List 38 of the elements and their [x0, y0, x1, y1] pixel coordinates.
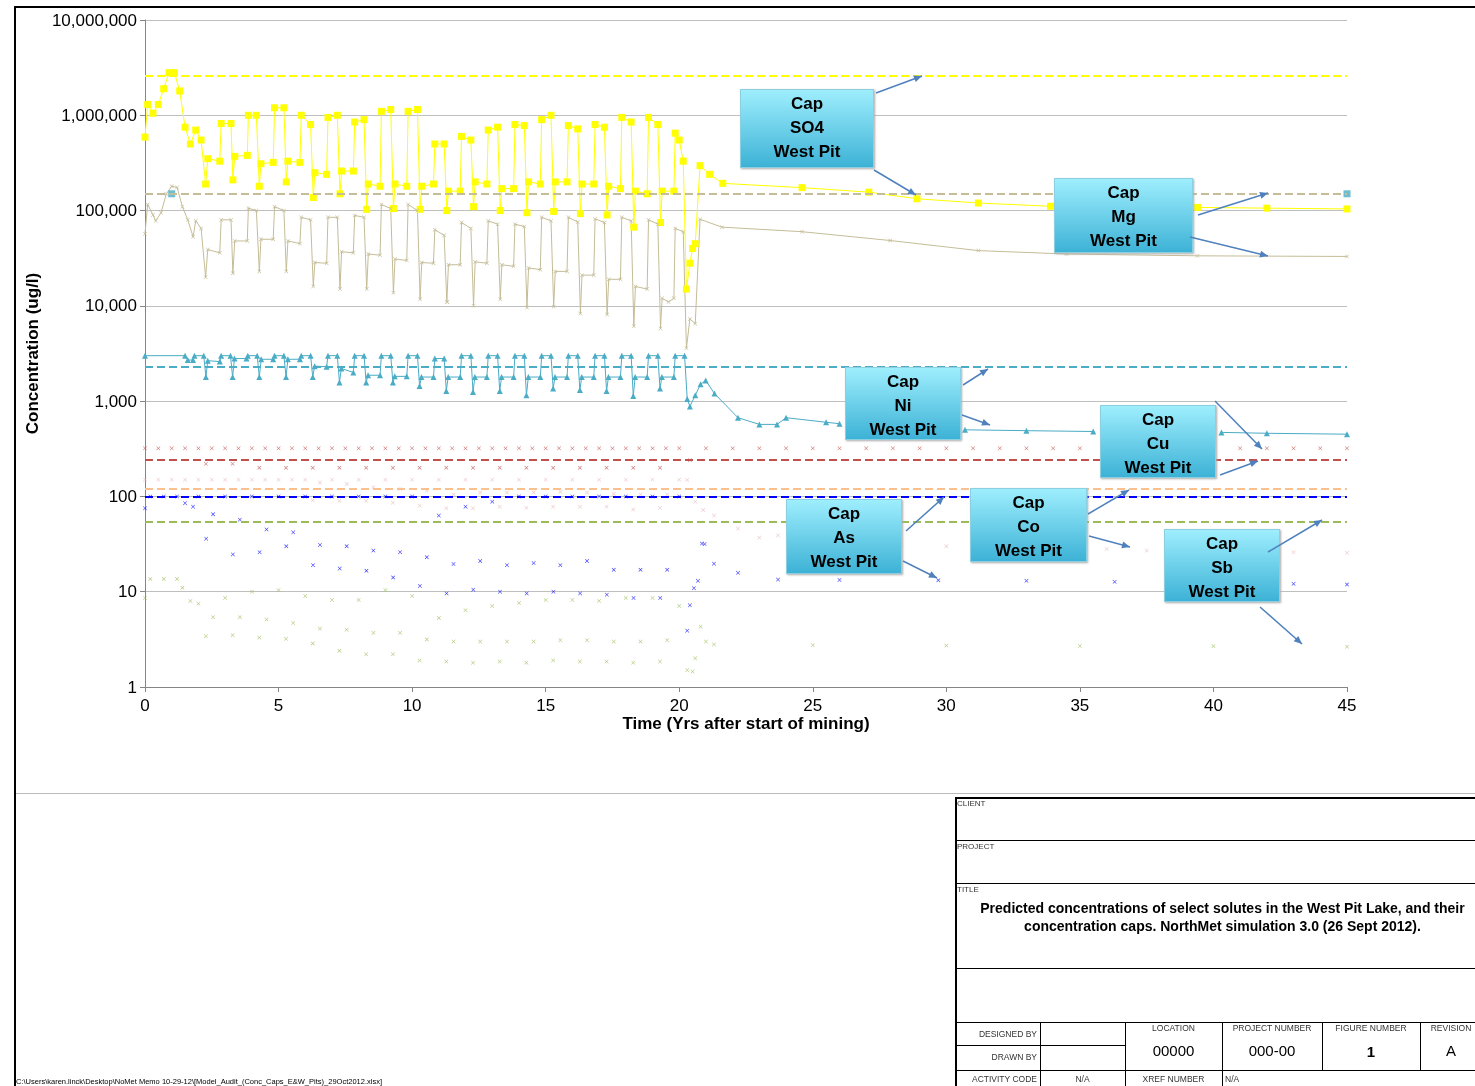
y-tick-label: 1	[127, 677, 137, 697]
text: PROJECT NUMBER	[1231, 1023, 1313, 1033]
text: Predicted concentrations of select solutes in the West Pit Lake, and their concentration caps. NorthMet simulation 3.0 (26 Sept 2012).	[979, 899, 1466, 935]
x-tick-label: 25	[802, 696, 824, 716]
text: FIGURE NUMBER	[1334, 1023, 1408, 1033]
y-tick-label: 100	[108, 486, 137, 506]
x-tick-label: 10	[401, 696, 423, 716]
x-tick-label: 40	[1202, 696, 1224, 716]
x-tick-label: 30	[935, 696, 957, 716]
x-tick-label: 0	[139, 696, 151, 716]
text: LOCATION	[1151, 1023, 1196, 1033]
y-tick-label: 100,000	[75, 201, 137, 221]
text: XREF NUMBER	[1141, 1074, 1206, 1084]
text: 1	[1365, 1043, 1377, 1060]
text: DRAWN BY	[990, 1052, 1037, 1062]
x-tick-label: 20	[668, 696, 690, 716]
x-tick-label: 5	[272, 696, 285, 716]
y-tick-label: 10,000	[85, 296, 137, 316]
y-tick-label: 10	[118, 582, 137, 602]
text: 000-00	[1247, 1042, 1297, 1059]
x-axis-title: Time (Yrs after start of mining)	[622, 714, 870, 733]
text: TITLE	[957, 885, 980, 894]
x-tick-label: 35	[1069, 696, 1091, 716]
x-tick-label: 15	[535, 696, 557, 716]
x-tick-label: 45	[1336, 696, 1358, 716]
y-tick-label: 10,000,000	[51, 10, 137, 30]
text: 00000	[1151, 1042, 1196, 1059]
text: REVISION	[1429, 1023, 1473, 1033]
text: PROJECT	[957, 842, 996, 851]
text: A	[1445, 1042, 1457, 1059]
y-tick-label: 1,000,000	[61, 105, 137, 125]
text: ACTIVITY CODE	[970, 1074, 1037, 1084]
text: DESIGNED BY	[977, 1029, 1037, 1039]
y-tick-label: 1,000	[94, 391, 137, 411]
text: N/A	[1074, 1074, 1091, 1084]
text: CLIENT	[957, 799, 987, 808]
text: N/A	[1225, 1074, 1241, 1084]
y-axis-title: Concentration (ug/l)	[23, 272, 42, 435]
